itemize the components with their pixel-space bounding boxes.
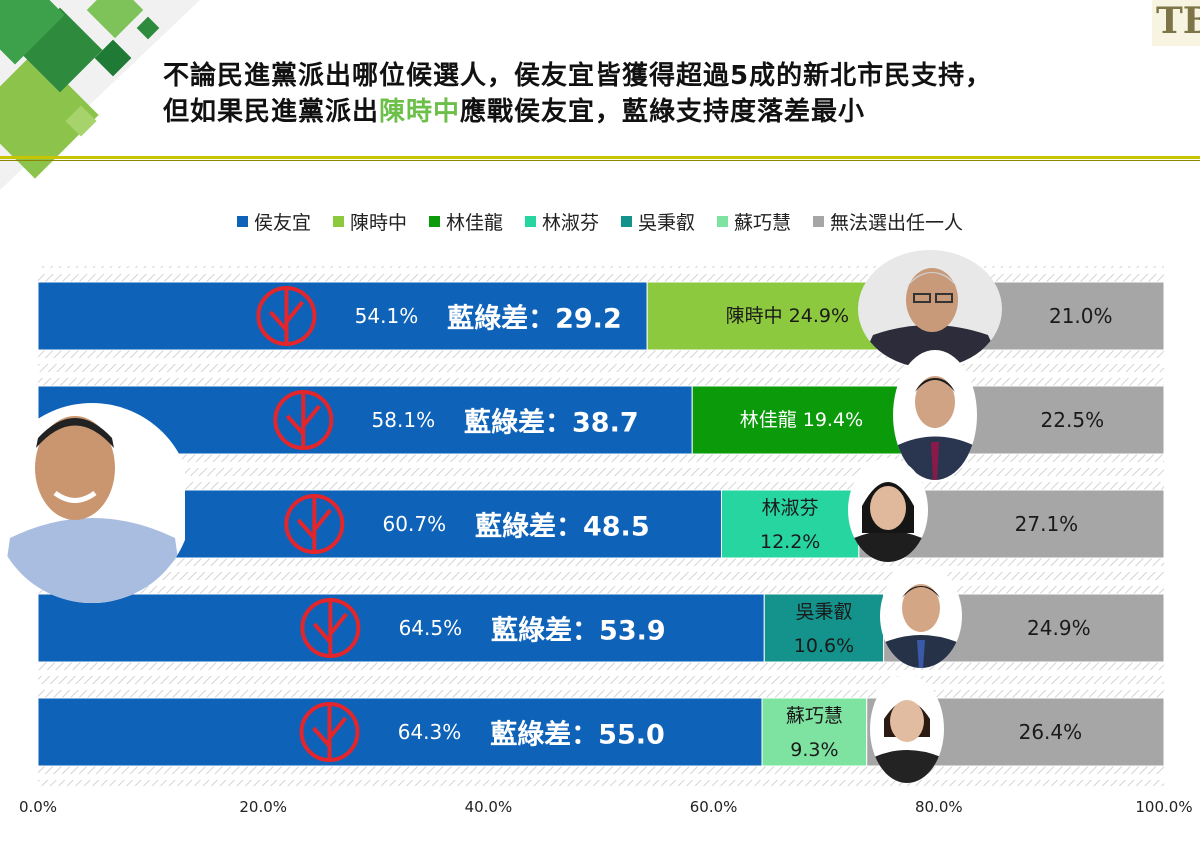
title-line-2: 但如果民進黨派出陳時中應戰侯友宜，藍綠支持度落差最小 (163, 97, 866, 127)
legend-item: 林淑芬 (524, 208, 599, 235)
legend-swatch (428, 216, 440, 227)
none-value-label: 26.4% (1019, 720, 1083, 744)
row-separator (38, 684, 1164, 690)
gap-label: 藍綠差：48.5 (475, 511, 650, 543)
gap-label: 藍綠差：55.0 (490, 719, 665, 751)
legend-item: 侯友宜 (236, 208, 311, 235)
none-value-label: 22.5% (1041, 408, 1105, 432)
opponent-name-label: 吳秉叡 (795, 601, 852, 623)
legend-label: 林佳龍 (445, 212, 503, 234)
row-separator (38, 476, 1164, 482)
legend-item: 吳秉叡 (621, 208, 695, 235)
corner-decoration (0, 0, 200, 190)
none-value-label: 27.1% (1015, 512, 1079, 536)
x-tick-label: 0.0% (19, 798, 57, 816)
title-divider-thin (0, 160, 1200, 161)
legend-item: 陳時中 (332, 208, 407, 235)
legend-item: 林佳龍 (428, 208, 503, 235)
x-tick-label: 20.0% (239, 798, 287, 816)
vote-stamp-mark (296, 496, 332, 552)
row-separator (38, 462, 1164, 468)
bar-hou (37, 697, 763, 767)
legend-label: 蘇巧慧 (734, 212, 792, 234)
x-tick-label: 80.0% (915, 798, 963, 816)
page-title: 不論民進黨派出哪位候選人，侯友宜皆獲得超過5成的新北市民支持， 但如果民進黨派出… (163, 58, 1123, 130)
row-separator (38, 670, 1164, 676)
gap-label: 藍綠差：53.9 (491, 615, 666, 647)
opponent-label: 林佳龍 19.4% (740, 409, 863, 431)
su-portrait (870, 675, 944, 783)
hou-value-label: 58.1% (372, 408, 436, 432)
opponent-value-label: 10.6% (794, 635, 854, 657)
x-tick-label: 40.0% (465, 798, 513, 816)
legend-label: 侯友宜 (253, 212, 311, 234)
legend-label: 吳秉叡 (638, 212, 696, 234)
hou-portrait (0, 403, 185, 603)
row-separator (38, 268, 1164, 274)
bar-hou (37, 593, 765, 663)
legend-swatch (524, 216, 536, 227)
legend-swatch (717, 216, 729, 227)
hou-value-label: 54.1% (355, 304, 419, 328)
bar-opponent (720, 489, 860, 559)
hou-value-label: 60.7% (383, 512, 447, 536)
legend-swatch (332, 216, 344, 227)
vote-stamp-mark (268, 288, 304, 344)
gap-label: 藍綠差：38.7 (464, 407, 639, 439)
x-tick-label: 100.0% (1135, 798, 1192, 816)
lin-shufen-portrait (848, 458, 928, 562)
legend-label: 陳時中 (349, 212, 407, 234)
title-divider (0, 156, 1200, 159)
opponent-label: 陳時中 24.9% (726, 305, 849, 327)
bar-opponent (691, 385, 912, 455)
none-value-label: 21.0% (1049, 304, 1113, 328)
lin-chialung-portrait (893, 350, 977, 480)
row-separator (38, 580, 1164, 586)
bar-hou (37, 281, 648, 351)
row-separator (38, 566, 1164, 572)
gap-label: 藍綠差：29.2 (447, 303, 622, 335)
legend-swatch (813, 216, 825, 227)
hou-value-label: 64.3% (398, 720, 462, 744)
row-separator (38, 372, 1164, 378)
vote-stamp-mark (312, 704, 348, 760)
opponent-name-label: 林淑芬 (762, 497, 819, 519)
wu-portrait (880, 564, 962, 668)
opponent-name-label: 蘇巧慧 (786, 705, 843, 727)
legend-label: 林淑芬 (541, 212, 599, 234)
row-separator (38, 774, 1164, 780)
vote-stamp-mark (312, 600, 348, 656)
brand-logo: TB (1152, 0, 1200, 46)
vote-stamp-mark (285, 392, 321, 448)
bar-opponent (763, 593, 885, 663)
opponent-value-label: 12.2% (760, 531, 820, 553)
none-value-label: 24.9% (1027, 616, 1091, 640)
title-highlight: 陳時中 (379, 97, 461, 127)
chen-portrait (858, 250, 1002, 368)
legend-item: 蘇巧慧 (717, 208, 791, 235)
hou-value-label: 64.5% (399, 616, 463, 640)
legend-swatch (621, 216, 632, 227)
opponent-value-label: 9.3% (790, 739, 838, 761)
legend-item: 無法選出任一人 (813, 208, 963, 235)
title-line-1: 不論民進黨派出哪位候選人，侯友宜皆獲得超過5成的新北市民支持， (163, 61, 993, 91)
legend-swatch (236, 216, 248, 227)
x-tick-label: 60.0% (690, 798, 738, 816)
row-separator (38, 358, 1164, 364)
chart-legend: 侯友宜 陳時中 林佳龍 林淑芬 吳秉叡 蘇巧慧 無法選出任一人 (0, 208, 1200, 235)
legend-label: 無法選出任一人 (830, 212, 964, 234)
